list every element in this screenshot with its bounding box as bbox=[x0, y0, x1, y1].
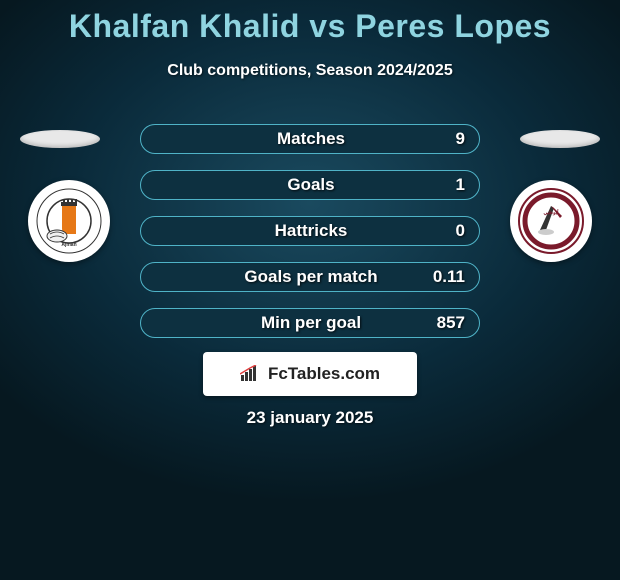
ajman-logo-icon: Ajman bbox=[36, 188, 102, 254]
stat-label: Goals per match bbox=[141, 267, 481, 287]
stat-label: Matches bbox=[141, 129, 481, 149]
bar-chart-icon bbox=[240, 365, 262, 383]
stat-value-right: 1 bbox=[456, 175, 465, 195]
player-right-silhouette bbox=[520, 130, 600, 148]
stat-value-right: 0.11 bbox=[433, 267, 465, 287]
subtitle: Club competitions, Season 2024/2025 bbox=[0, 62, 620, 80]
stat-bar-matches: Matches9 bbox=[140, 124, 480, 154]
infographic-container: Khalfan Khalid vs Peres Lopes Club compe… bbox=[0, 0, 620, 580]
stat-bar-hattricks: Hattricks0 bbox=[140, 216, 480, 246]
club-logo-left: Ajman bbox=[28, 180, 110, 262]
branding-text: FcTables.com bbox=[268, 364, 380, 384]
stat-value-right: 857 bbox=[437, 313, 465, 333]
stat-label: Hattricks bbox=[141, 221, 481, 241]
stat-bar-goals-per-match: Goals per match0.11 bbox=[140, 262, 480, 292]
svg-text:Ajman: Ajman bbox=[61, 242, 76, 248]
stat-value-right: 0 bbox=[456, 221, 465, 241]
stat-label: Min per goal bbox=[141, 313, 481, 333]
branding-badge: FcTables.com bbox=[203, 352, 417, 396]
stat-label: Goals bbox=[141, 175, 481, 195]
stat-value-right: 9 bbox=[456, 129, 465, 149]
alwahda-logo-icon: أبوظبي bbox=[518, 188, 584, 254]
club-logo-right: أبوظبي bbox=[510, 180, 592, 262]
player-left-silhouette bbox=[20, 130, 100, 148]
date-text: 23 january 2025 bbox=[0, 408, 620, 428]
main-title: Khalfan Khalid vs Peres Lopes bbox=[0, 8, 620, 45]
stat-bar-goals: Goals1 bbox=[140, 170, 480, 200]
svg-text:أبوظبي: أبوظبي bbox=[543, 208, 559, 216]
stat-bar-min-per-goal: Min per goal857 bbox=[140, 308, 480, 338]
